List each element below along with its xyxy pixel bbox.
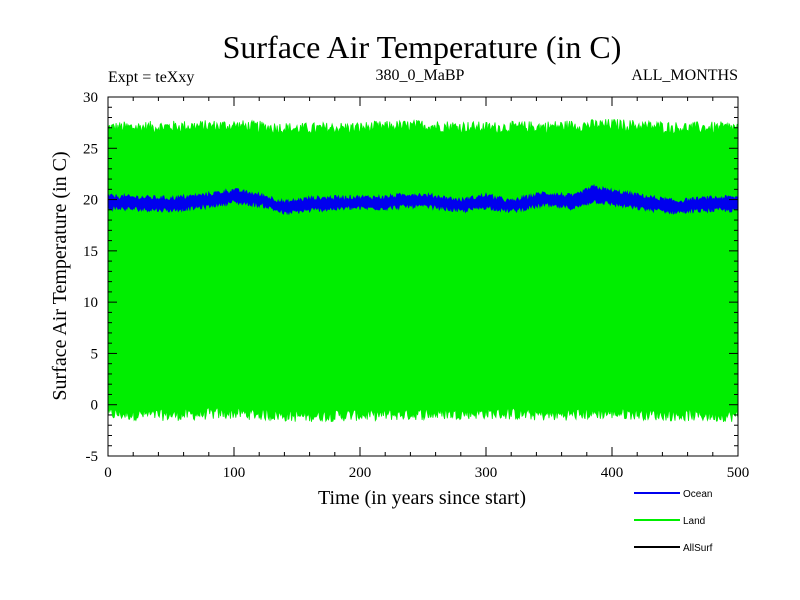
legend-label-ocean: Ocean [683,489,712,500]
tick-labels: 0 100 200 300 400 500 -5 0 5 10 15 20 25 30 [83,90,749,481]
y-tick-label: 20 [83,193,98,209]
x-tick-label: 500 [727,465,750,481]
plot-frame [107,96,739,457]
series-land [107,119,739,423]
axis-ticks [107,96,739,457]
chart-title: Surface Air Temperature (in C) [223,29,622,65]
y-tick-label: 5 [91,346,99,362]
legend-label-land: Land [683,516,705,527]
y-tick-label: 0 [91,398,99,414]
legend-label-allsurf: AllSurf [683,543,713,554]
plot-area [107,119,739,423]
x-tick-label: 200 [349,465,372,481]
x-tick-label: 0 [104,465,112,481]
x-tick-label: 100 [223,465,246,481]
y-tick-label: 10 [83,295,98,311]
months-label: ALL_MONTHS [631,67,738,84]
legend: Ocean Land AllSurf [634,489,713,554]
experiment-label: Expt = teXxy [108,69,194,86]
y-tick-label: -5 [86,449,99,465]
period-label: 380_0_MaBP [376,67,465,84]
y-axis-label: Surface Air Temperature (in C) [49,151,71,400]
y-tick-label: 25 [83,141,98,157]
x-axis-label: Time (in years since start) [318,487,526,509]
x-tick-label: 300 [475,465,498,481]
x-tick-label: 400 [601,465,624,481]
y-tick-label: 15 [83,244,98,260]
y-tick-label: 30 [83,90,98,106]
